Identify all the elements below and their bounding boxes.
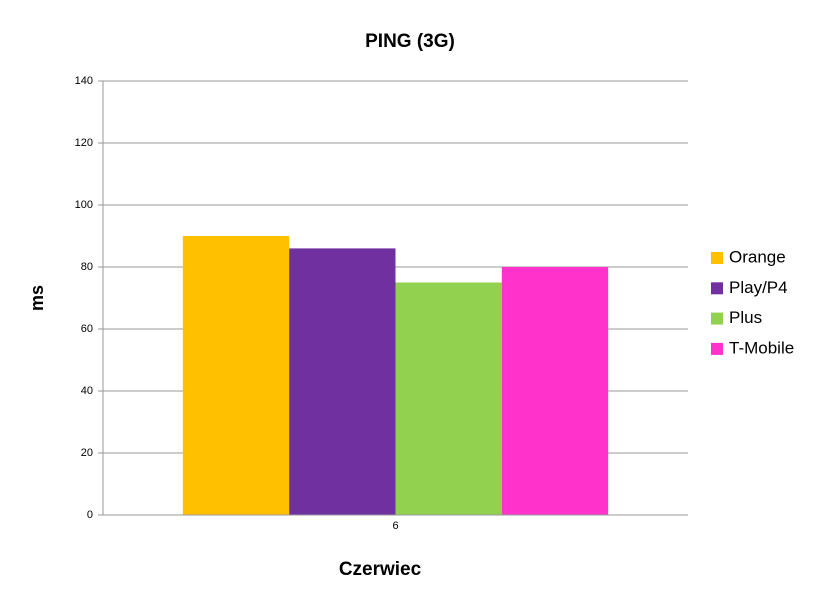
bar [395,282,502,515]
x-axis-label: Czerwiec [339,559,422,580]
bar [182,236,290,515]
y-tick-label: 60 [81,323,93,335]
legend-swatch [711,342,723,355]
chart-title: PING (3G) [365,31,455,52]
y-tick-label: 140 [75,75,93,87]
y-tick-label: 120 [75,137,93,149]
bar [289,248,396,515]
y-tick-label: 20 [81,447,93,459]
legend-label: Plus [729,308,762,327]
y-tick-label: 0 [87,509,93,521]
legend-label: Play/P4 [729,278,788,297]
x-tick-label: 6 [392,520,398,532]
y-tick-label: 80 [81,261,93,273]
legend-swatch [711,312,723,325]
legend-swatch [711,252,723,264]
bar [501,267,609,515]
legend-label: Orange [729,247,786,266]
legend-label: T-Mobile [729,338,794,357]
y-tick-label: 100 [75,199,93,211]
y-axis-label: ms [27,285,47,311]
legend-swatch [711,282,723,295]
y-tick-label: 40 [81,385,93,397]
